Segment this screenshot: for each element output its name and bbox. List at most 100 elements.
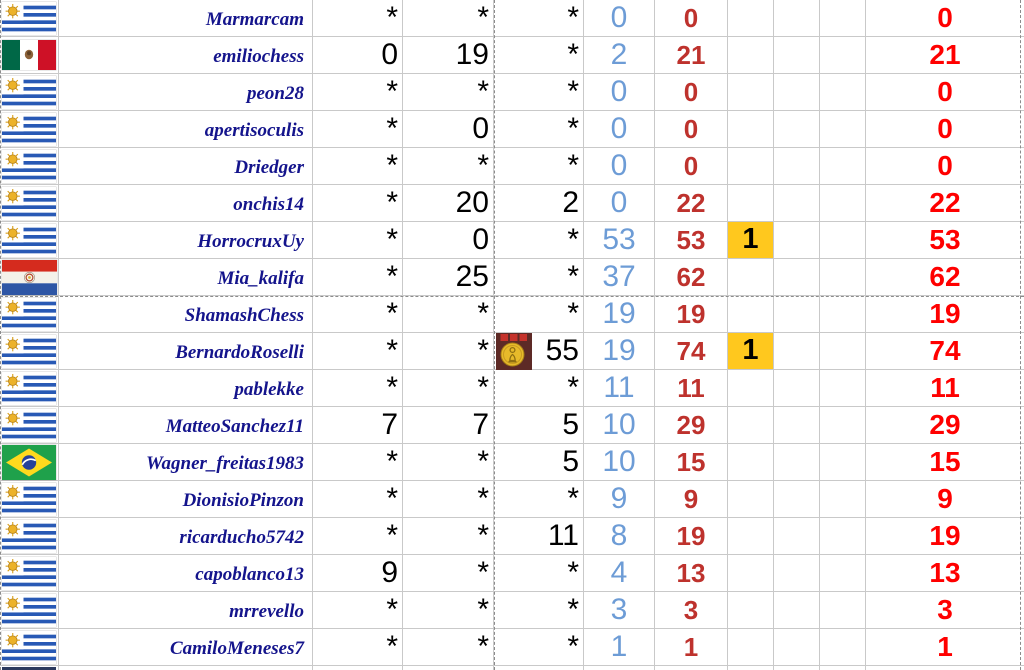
bonus-cell[interactable] (728, 592, 774, 629)
round2-cell[interactable]: * (403, 74, 494, 111)
round3-cell[interactable]: 55 (494, 333, 584, 370)
round1-cell[interactable]: 9 (313, 555, 403, 592)
spare-cell-2[interactable] (820, 592, 866, 629)
flag-cell[interactable] (0, 74, 59, 111)
round2-cell[interactable]: * (403, 0, 494, 37)
spare-cell-2[interactable] (820, 111, 866, 148)
spare-cell-2[interactable] (820, 629, 866, 666)
bonus-cell[interactable] (728, 0, 774, 37)
spare-cell-1[interactable] (774, 222, 820, 259)
round1-cell[interactable]: 7 (313, 407, 403, 444)
spare-cell-2[interactable] (820, 222, 866, 259)
flag-cell[interactable] (0, 37, 59, 74)
round3-cell[interactable]: * (494, 555, 584, 592)
total-cell[interactable]: 62 (655, 259, 728, 296)
round2-cell[interactable]: * (403, 296, 494, 333)
round1-cell[interactable]: * (313, 592, 403, 629)
subtotal-cell[interactable]: 4 (584, 555, 655, 592)
round1-cell[interactable]: * (313, 74, 403, 111)
grand-total-cell[interactable]: 19 (866, 296, 1024, 333)
spare-cell-1[interactable] (774, 518, 820, 555)
total-cell[interactable]: 22 (655, 185, 728, 222)
spare-cell-1[interactable] (774, 333, 820, 370)
player-name-cell[interactable]: capoblanco13 (59, 555, 313, 592)
spare-cell-2[interactable] (820, 74, 866, 111)
round2-cell[interactable]: 20 (403, 185, 494, 222)
total-cell[interactable]: 74 (655, 333, 728, 370)
round1-cell[interactable]: * (313, 629, 403, 666)
subtotal-cell[interactable]: 9 (584, 481, 655, 518)
player-name-cell[interactable]: onchis14 (59, 185, 313, 222)
round2-cell[interactable]: * (403, 333, 494, 370)
round1-cell[interactable]: * (313, 259, 403, 296)
round1-cell[interactable]: * (313, 111, 403, 148)
spare-cell-2[interactable] (820, 444, 866, 481)
flag-cell[interactable] (0, 555, 59, 592)
spare-cell-1[interactable] (774, 370, 820, 407)
round3-cell[interactable]: 5 (494, 407, 584, 444)
bonus-cell[interactable] (728, 444, 774, 481)
subtotal-cell[interactable]: 19 (584, 333, 655, 370)
spare-cell-1[interactable] (774, 148, 820, 185)
spare-cell-2[interactable] (820, 0, 866, 37)
spare-cell-2[interactable] (820, 148, 866, 185)
flag-cell[interactable] (0, 0, 59, 37)
player-name-cell[interactable]: ShamashChess (59, 296, 313, 333)
total-cell[interactable]: 0 (655, 0, 728, 37)
total-cell[interactable]: 3 (655, 592, 728, 629)
round3-cell[interactable]: * (494, 592, 584, 629)
round1-cell[interactable]: * (313, 370, 403, 407)
spare-cell-2[interactable] (820, 370, 866, 407)
total-cell[interactable]: 1 (655, 629, 728, 666)
subtotal-cell[interactable]: 8 (584, 518, 655, 555)
grand-total-cell[interactable]: 74 (866, 333, 1024, 370)
flag-cell[interactable] (0, 481, 59, 518)
round2-cell[interactable]: 25 (403, 259, 494, 296)
flag-cell[interactable] (0, 407, 59, 444)
bonus-cell[interactable] (728, 259, 774, 296)
round3-cell[interactable]: * (494, 481, 584, 518)
player-name-cell[interactable]: BernardoRoselli (59, 333, 313, 370)
subtotal-cell[interactable]: 2 (584, 37, 655, 74)
bonus-cell[interactable] (728, 370, 774, 407)
spare-cell-2[interactable] (820, 407, 866, 444)
grand-total-cell[interactable]: 9 (866, 481, 1024, 518)
round3-cell[interactable]: 2 (494, 185, 584, 222)
grand-total-cell[interactable]: 53 (866, 222, 1024, 259)
round3-cell[interactable]: * (494, 111, 584, 148)
bonus-cell[interactable] (728, 407, 774, 444)
round1-cell[interactable]: * (313, 0, 403, 37)
total-cell[interactable]: 0 (655, 148, 728, 185)
subtotal-cell[interactable]: 10 (584, 407, 655, 444)
round1-cell[interactable]: 0 (313, 37, 403, 74)
grand-total-cell[interactable]: 0 (866, 74, 1024, 111)
round2-cell[interactable]: * (403, 481, 494, 518)
subtotal-cell[interactable]: 1 (584, 629, 655, 666)
bonus-cell[interactable] (728, 74, 774, 111)
flag-cell[interactable] (0, 518, 59, 555)
bonus-cell[interactable] (728, 481, 774, 518)
player-name-cell[interactable]: HorrocruxUy (59, 222, 313, 259)
flag-cell[interactable] (0, 148, 59, 185)
flag-cell[interactable] (0, 592, 59, 629)
bonus-cell[interactable] (728, 629, 774, 666)
grand-total-cell[interactable]: 15 (866, 444, 1024, 481)
round3-cell[interactable]: * (494, 148, 584, 185)
player-name-cell[interactable]: mrrevello (59, 592, 313, 629)
round3-cell[interactable]: * (494, 296, 584, 333)
round1-cell[interactable]: * (313, 444, 403, 481)
player-name-cell[interactable]: MatteoSanchez11 (59, 407, 313, 444)
subtotal-cell[interactable]: 53 (584, 222, 655, 259)
round2-cell[interactable]: * (403, 444, 494, 481)
player-name-cell[interactable]: Marmarcam (59, 0, 313, 37)
total-cell[interactable]: 0 (655, 111, 728, 148)
total-cell[interactable]: 15 (655, 444, 728, 481)
bonus-cell[interactable] (728, 185, 774, 222)
round1-cell[interactable]: * (313, 518, 403, 555)
bonus-cell[interactable] (728, 518, 774, 555)
flag-cell[interactable] (0, 370, 59, 407)
bonus-cell[interactable] (728, 296, 774, 333)
round3-cell[interactable]: * (494, 629, 584, 666)
round2-cell[interactable]: 0 (403, 111, 494, 148)
spare-cell-1[interactable] (774, 111, 820, 148)
